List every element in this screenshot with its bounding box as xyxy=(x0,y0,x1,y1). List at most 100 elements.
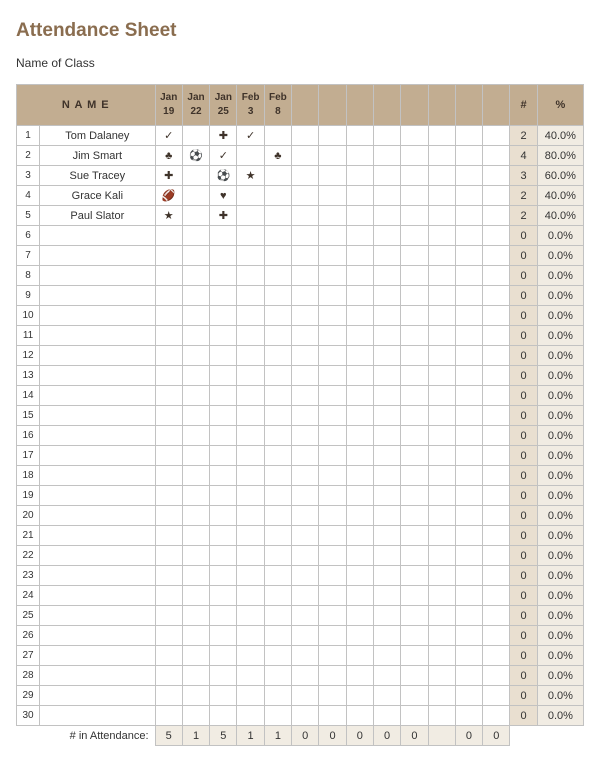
attendance-cell[interactable] xyxy=(155,646,182,666)
attendance-cell[interactable] xyxy=(455,446,482,466)
attendance-cell[interactable] xyxy=(155,406,182,426)
attendance-cell[interactable] xyxy=(264,366,291,386)
attendance-cell[interactable]: ✚ xyxy=(210,206,237,226)
attendance-cell[interactable] xyxy=(264,606,291,626)
attendance-cell[interactable] xyxy=(210,406,237,426)
attendance-cell[interactable]: ✚ xyxy=(210,126,237,146)
attendance-cell[interactable] xyxy=(455,146,482,166)
attendance-cell[interactable] xyxy=(237,606,264,626)
attendance-cell[interactable] xyxy=(455,646,482,666)
attendance-cell[interactable] xyxy=(210,426,237,446)
attendance-cell[interactable] xyxy=(237,706,264,726)
attendance-cell[interactable] xyxy=(428,566,455,586)
attendance-cell[interactable] xyxy=(210,526,237,546)
attendance-cell[interactable] xyxy=(428,346,455,366)
attendance-cell[interactable] xyxy=(155,226,182,246)
attendance-cell[interactable] xyxy=(373,346,400,366)
attendance-cell[interactable] xyxy=(483,406,510,426)
attendance-cell[interactable] xyxy=(237,326,264,346)
attendance-cell[interactable]: ★ xyxy=(237,166,264,186)
attendance-cell[interactable] xyxy=(155,446,182,466)
attendance-cell[interactable] xyxy=(346,246,373,266)
attendance-cell[interactable] xyxy=(401,646,428,666)
attendance-cell[interactable] xyxy=(319,546,346,566)
student-name[interactable]: Sue Tracey xyxy=(40,166,155,186)
attendance-cell[interactable] xyxy=(346,506,373,526)
student-name[interactable] xyxy=(40,666,155,686)
attendance-cell[interactable] xyxy=(182,386,209,406)
attendance-cell[interactable] xyxy=(428,426,455,446)
attendance-cell[interactable] xyxy=(455,486,482,506)
attendance-cell[interactable] xyxy=(182,186,209,206)
attendance-cell[interactable] xyxy=(264,266,291,286)
attendance-cell[interactable] xyxy=(401,206,428,226)
student-name[interactable] xyxy=(40,266,155,286)
student-name[interactable] xyxy=(40,386,155,406)
attendance-cell[interactable] xyxy=(428,306,455,326)
student-name[interactable] xyxy=(40,446,155,466)
attendance-cell[interactable] xyxy=(428,126,455,146)
attendance-cell[interactable] xyxy=(319,626,346,646)
attendance-cell[interactable] xyxy=(373,626,400,646)
attendance-cell[interactable] xyxy=(346,166,373,186)
attendance-cell[interactable] xyxy=(373,266,400,286)
attendance-cell[interactable] xyxy=(155,546,182,566)
attendance-cell[interactable] xyxy=(483,446,510,466)
attendance-cell[interactable] xyxy=(346,126,373,146)
attendance-cell[interactable] xyxy=(401,526,428,546)
attendance-cell[interactable] xyxy=(455,666,482,686)
attendance-cell[interactable] xyxy=(210,226,237,246)
attendance-cell[interactable] xyxy=(373,286,400,306)
attendance-cell[interactable] xyxy=(319,286,346,306)
attendance-cell[interactable] xyxy=(455,346,482,366)
attendance-cell[interactable] xyxy=(346,626,373,646)
attendance-cell[interactable] xyxy=(346,226,373,246)
attendance-cell[interactable] xyxy=(292,486,319,506)
attendance-cell[interactable] xyxy=(401,326,428,346)
attendance-cell[interactable] xyxy=(401,286,428,306)
attendance-cell[interactable] xyxy=(346,466,373,486)
attendance-cell[interactable] xyxy=(182,426,209,446)
attendance-cell[interactable] xyxy=(292,506,319,526)
attendance-cell[interactable] xyxy=(373,366,400,386)
attendance-cell[interactable] xyxy=(346,666,373,686)
attendance-cell[interactable] xyxy=(237,446,264,466)
attendance-cell[interactable] xyxy=(319,266,346,286)
attendance-cell[interactable] xyxy=(292,666,319,686)
attendance-cell[interactable] xyxy=(373,646,400,666)
attendance-cell[interactable] xyxy=(373,306,400,326)
attendance-cell[interactable] xyxy=(155,626,182,646)
attendance-cell[interactable] xyxy=(182,346,209,366)
attendance-cell[interactable] xyxy=(210,446,237,466)
attendance-cell[interactable] xyxy=(483,586,510,606)
attendance-cell[interactable] xyxy=(346,606,373,626)
attendance-cell[interactable] xyxy=(346,446,373,466)
attendance-cell[interactable] xyxy=(292,686,319,706)
attendance-cell[interactable] xyxy=(292,606,319,626)
student-name[interactable] xyxy=(40,326,155,346)
attendance-cell[interactable] xyxy=(346,526,373,546)
attendance-cell[interactable] xyxy=(455,266,482,286)
attendance-cell[interactable] xyxy=(264,386,291,406)
attendance-cell[interactable] xyxy=(210,566,237,586)
attendance-cell[interactable]: ✓ xyxy=(237,126,264,146)
attendance-cell[interactable] xyxy=(264,186,291,206)
attendance-cell[interactable] xyxy=(237,306,264,326)
attendance-cell[interactable] xyxy=(346,586,373,606)
attendance-cell[interactable]: ★ xyxy=(155,206,182,226)
attendance-cell[interactable] xyxy=(483,626,510,646)
attendance-cell[interactable] xyxy=(373,206,400,226)
attendance-cell[interactable] xyxy=(264,126,291,146)
attendance-cell[interactable] xyxy=(373,566,400,586)
attendance-cell[interactable] xyxy=(483,566,510,586)
attendance-cell[interactable] xyxy=(319,446,346,466)
attendance-cell[interactable] xyxy=(264,446,291,466)
attendance-cell[interactable] xyxy=(483,186,510,206)
attendance-cell[interactable] xyxy=(264,226,291,246)
attendance-cell[interactable] xyxy=(483,206,510,226)
attendance-cell[interactable] xyxy=(428,146,455,166)
attendance-cell[interactable] xyxy=(319,126,346,146)
attendance-cell[interactable] xyxy=(401,686,428,706)
attendance-cell[interactable]: ✓ xyxy=(155,126,182,146)
attendance-cell[interactable] xyxy=(210,486,237,506)
